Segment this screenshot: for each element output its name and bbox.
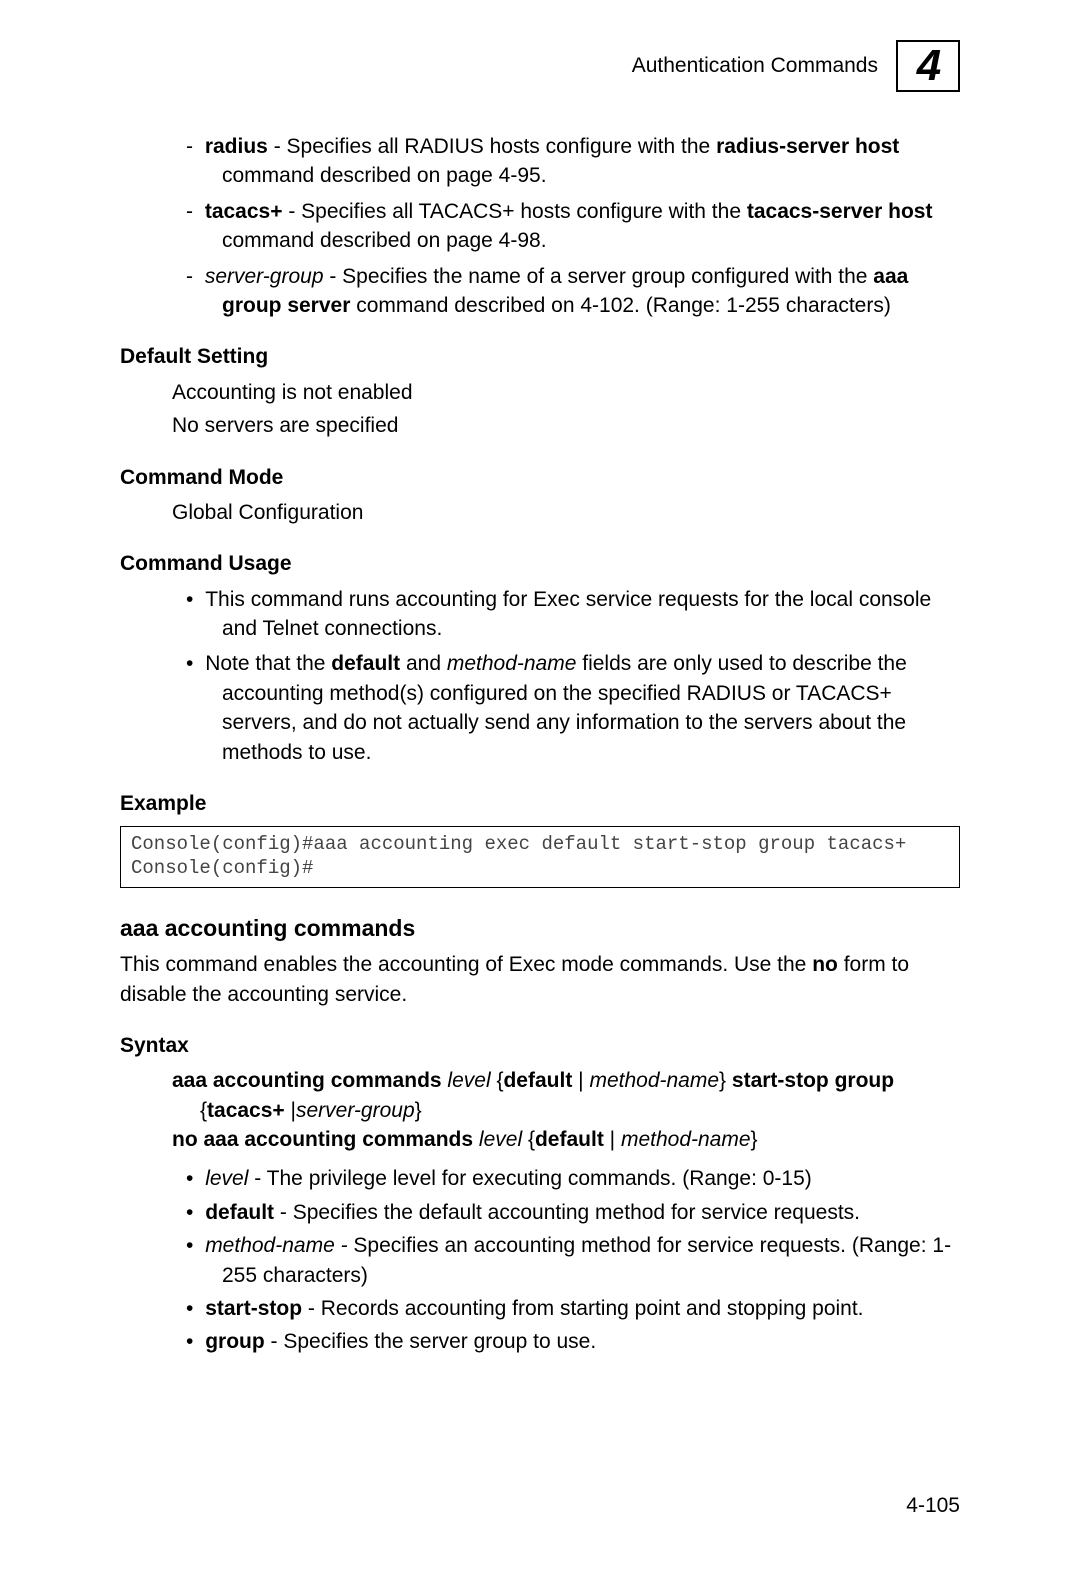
example-code: Console(config)#aaa accounting exec defa… (120, 826, 960, 888)
bullet-item: default - Specifies the default accounti… (204, 1198, 960, 1227)
page-number: 4-105 (906, 1491, 960, 1520)
dash-item: server-group - Specifies the name of a s… (204, 262, 960, 321)
header-title: Authentication Commands (632, 51, 878, 80)
syntax-block: aaa accounting commands level {default |… (172, 1066, 960, 1154)
command-mode-body: Global Configuration (172, 498, 960, 527)
bullet-item: This command runs accounting for Exec se… (204, 585, 960, 644)
bullet-item: group - Specifies the server group to us… (204, 1327, 960, 1356)
bullet-item: start-stop - Records accounting from sta… (204, 1294, 960, 1323)
page-header: Authentication Commands 4 (120, 40, 960, 92)
syntax-heading: Syntax (120, 1031, 960, 1060)
bullet-item: level - The privilege level for executin… (204, 1164, 960, 1193)
default-setting-line: No servers are specified (172, 411, 960, 440)
default-setting-line: Accounting is not enabled (172, 378, 960, 407)
command-usage-heading: Command Usage (120, 549, 960, 578)
command2-title: aaa accounting commands (120, 912, 960, 944)
dash-item: radius - Specifies all RADIUS hosts conf… (204, 132, 960, 191)
command-usage-list: This command runs accounting for Exec se… (204, 585, 960, 767)
command-mode-line: Global Configuration (172, 498, 960, 527)
bullet-item: Note that the default and method-name fi… (204, 649, 960, 767)
syntax-bullets: level - The privilege level for executin… (204, 1164, 960, 1356)
command-mode-heading: Command Mode (120, 463, 960, 492)
command2-intro: This command enables the accounting of E… (120, 950, 960, 1009)
bullet-item: method-name - Specifies an accounting me… (204, 1231, 960, 1290)
dash-item: tacacs+ - Specifies all TACACS+ hosts co… (204, 197, 960, 256)
chapter-number: 4 (917, 35, 939, 97)
syntax-line: no aaa accounting commands level {defaul… (172, 1125, 960, 1154)
default-setting-body: Accounting is not enabled No servers are… (172, 378, 960, 441)
chapter-box: 4 (896, 40, 960, 92)
example-heading: Example (120, 789, 960, 818)
default-setting-heading: Default Setting (120, 342, 960, 371)
syntax-line: {tacacs+ |server-group} (200, 1096, 960, 1125)
top-dash-list: radius - Specifies all RADIUS hosts conf… (204, 132, 960, 320)
syntax-line: aaa accounting commands level {default |… (172, 1066, 960, 1095)
